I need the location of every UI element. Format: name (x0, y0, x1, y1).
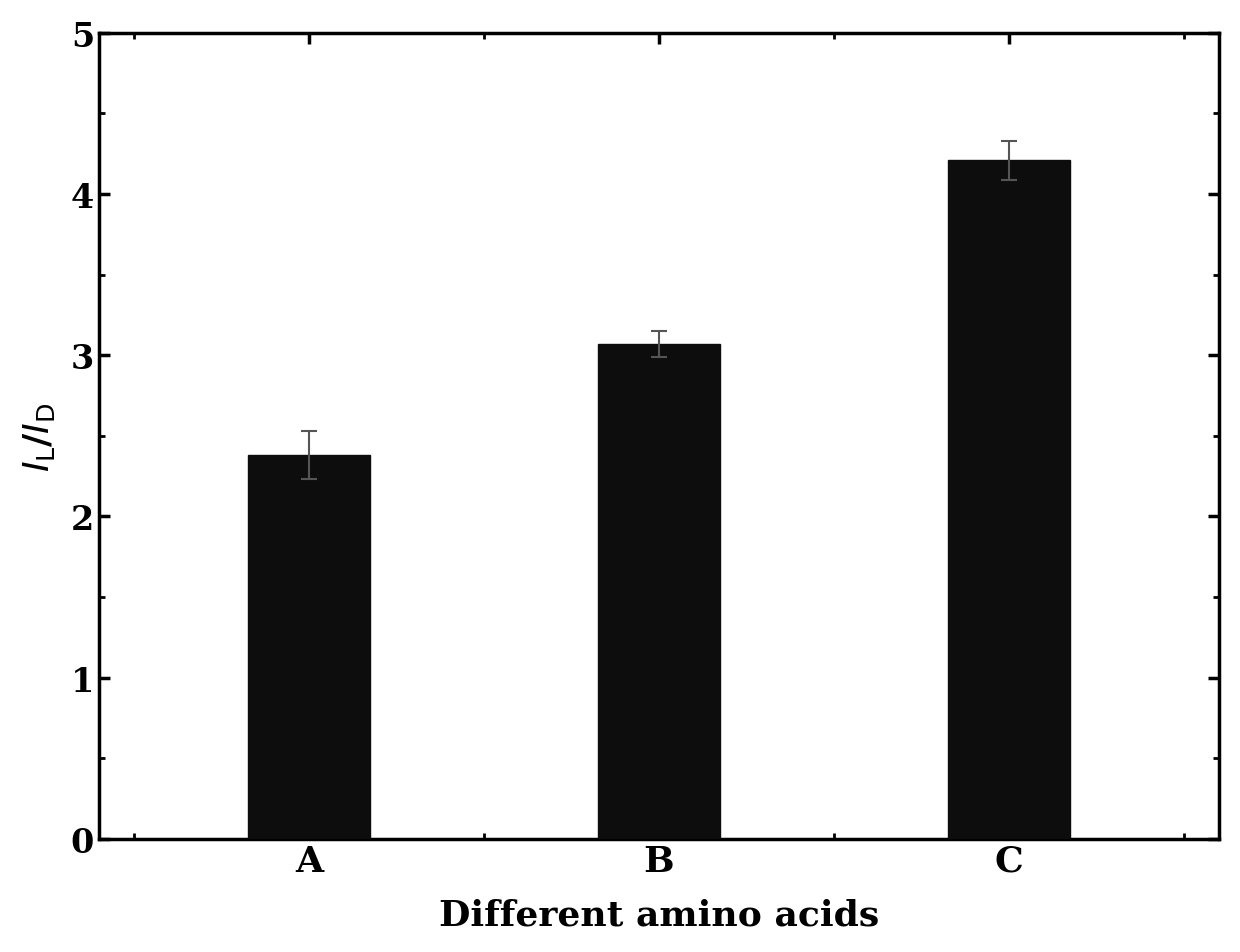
Bar (598, 345, 720, 839)
Y-axis label: $\mathit{I}_{\mathrm{L}}$/$\mathit{I}_{\mathrm{D}}$: $\mathit{I}_{\mathrm{L}}$/$\mathit{I}_{\… (21, 402, 57, 471)
Bar (248, 456, 371, 839)
X-axis label: Different amino acids: Different amino acids (439, 897, 879, 931)
Bar (947, 161, 1070, 839)
